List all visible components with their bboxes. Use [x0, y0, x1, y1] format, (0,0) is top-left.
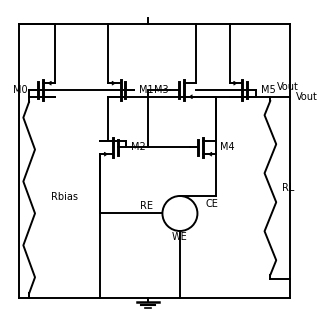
Text: Rbias: Rbias: [51, 192, 77, 203]
Text: Vout: Vout: [277, 82, 299, 92]
Text: RL: RL: [282, 183, 294, 193]
Text: M0: M0: [12, 85, 27, 95]
Text: M3: M3: [154, 85, 168, 95]
Text: M1: M1: [139, 85, 154, 95]
Text: CE: CE: [205, 199, 218, 209]
Text: RE: RE: [140, 201, 153, 211]
Text: Vout: Vout: [296, 92, 317, 102]
Text: M2: M2: [131, 142, 146, 152]
Text: WE: WE: [172, 232, 188, 242]
Text: M5: M5: [261, 85, 276, 95]
Text: M4: M4: [220, 142, 235, 152]
